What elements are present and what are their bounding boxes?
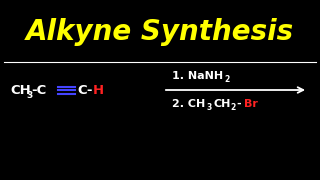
Text: -: - — [236, 99, 241, 109]
Text: 3: 3 — [26, 91, 32, 100]
Text: Br: Br — [244, 99, 258, 109]
Text: H: H — [93, 84, 104, 96]
Text: 2. CH: 2. CH — [172, 99, 205, 109]
Text: Alkyne Synthesis: Alkyne Synthesis — [26, 18, 294, 46]
Text: 2: 2 — [224, 75, 229, 84]
Text: 2: 2 — [230, 102, 235, 111]
Text: CH: CH — [10, 84, 31, 96]
FancyArrowPatch shape — [166, 87, 303, 93]
Text: C-: C- — [77, 84, 92, 96]
Text: 3: 3 — [207, 102, 212, 111]
Text: CH: CH — [213, 99, 230, 109]
Text: -C: -C — [31, 84, 46, 96]
Text: 1. NaNH: 1. NaNH — [172, 71, 223, 81]
